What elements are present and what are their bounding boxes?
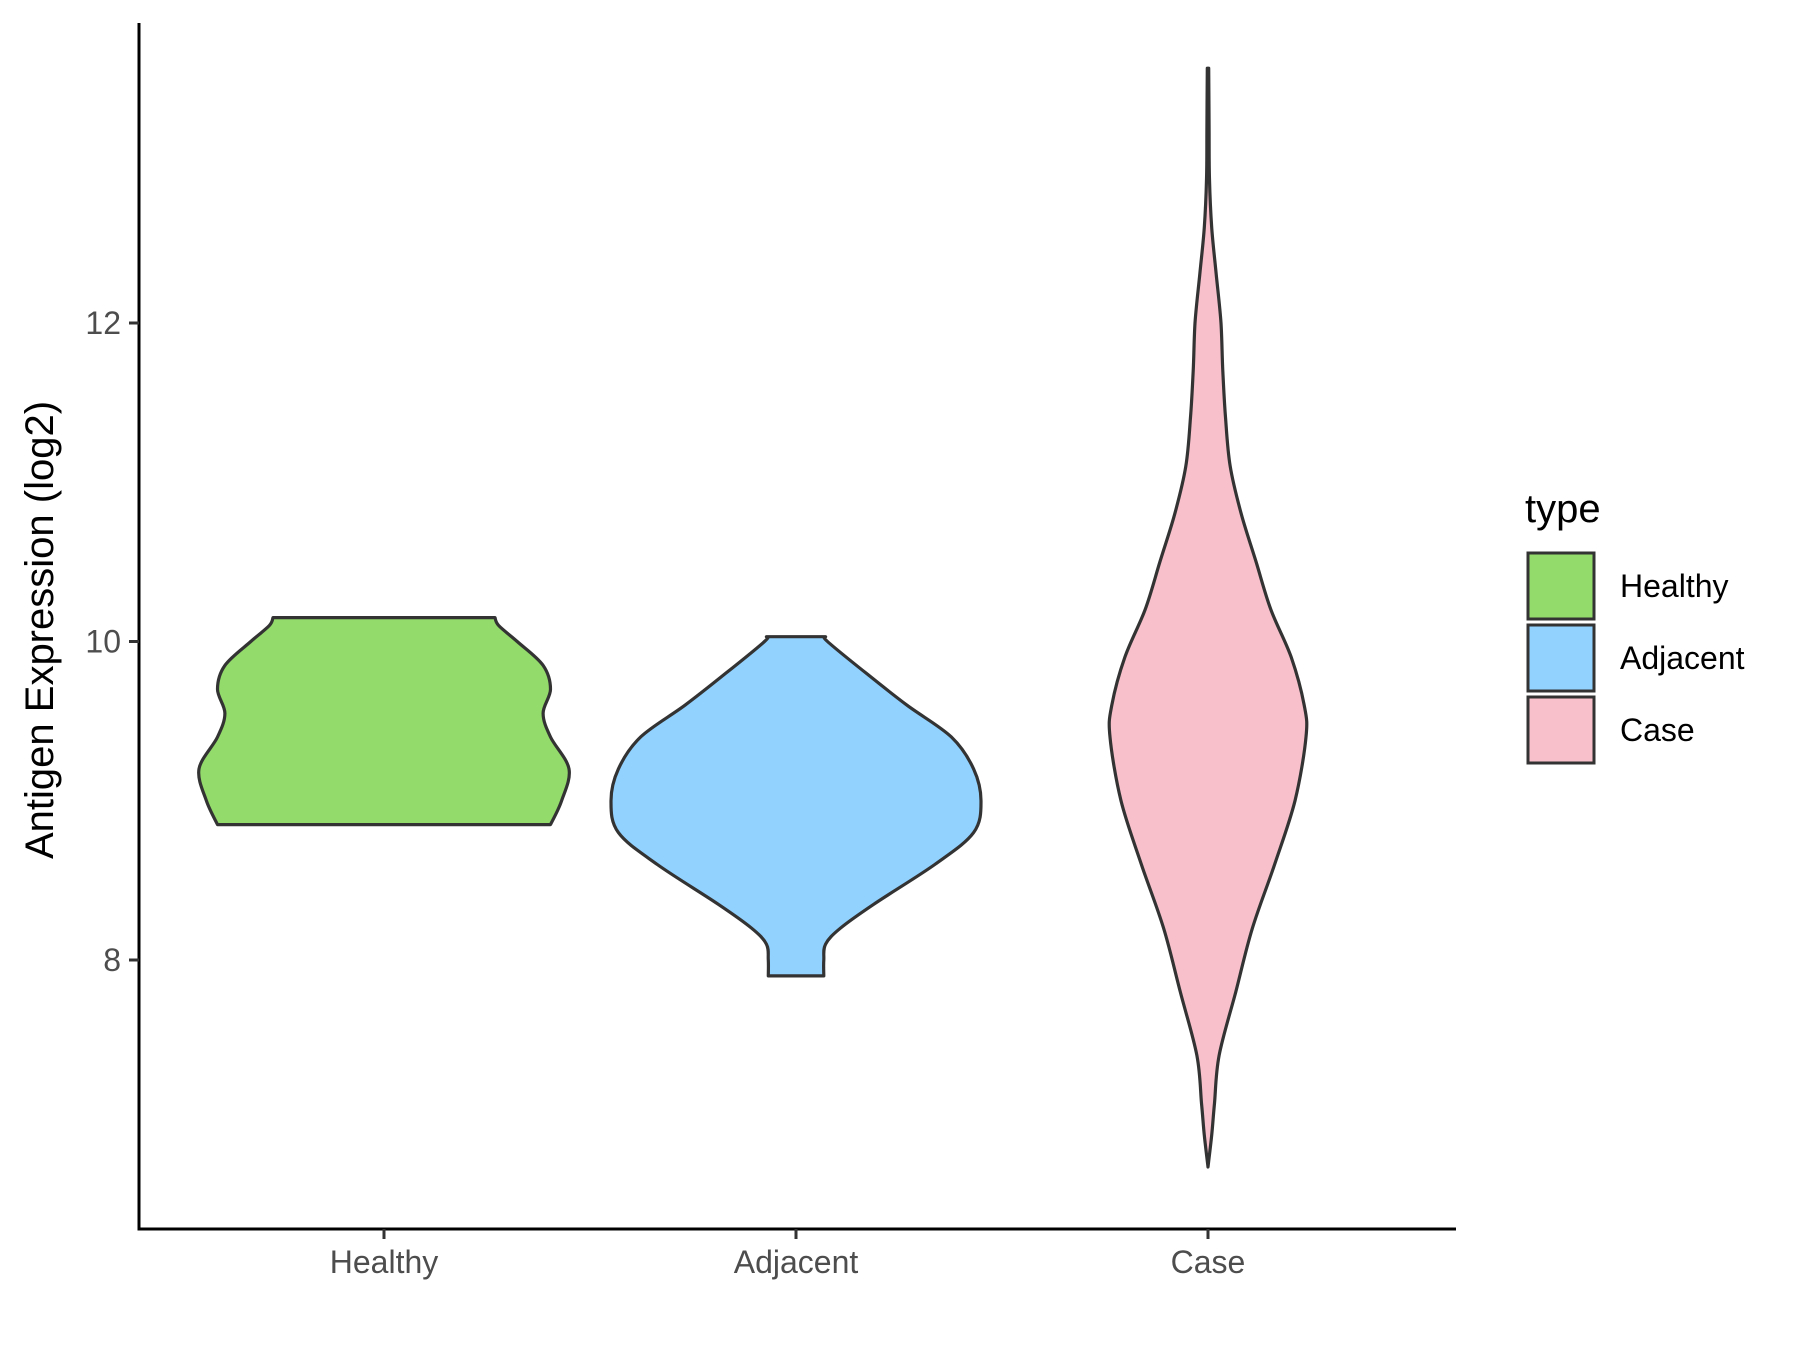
y-tick-label: 10 <box>85 624 121 660</box>
y-tick-label: 8 <box>103 942 121 978</box>
violin-case <box>1107 66 1309 1169</box>
legend-title: type <box>1525 487 1601 531</box>
legend-swatch-healthy <box>1526 551 1596 621</box>
x-tick-label: Healthy <box>330 1244 439 1280</box>
y-ticks: 8 10 12 <box>85 305 139 978</box>
violin-group <box>197 66 1309 1169</box>
legend-swatch-adjacent <box>1526 623 1596 693</box>
legend-label-healthy: Healthy <box>1620 568 1729 604</box>
x-tick-label: Adjacent <box>734 1244 859 1280</box>
legend-items: Healthy Adjacent Case <box>1526 551 1745 765</box>
legend: type Healthy Adjacent Case <box>1525 487 1745 765</box>
y-tick-label: 12 <box>85 305 121 341</box>
legend-swatch-case <box>1526 695 1596 765</box>
x-tick-label: Case <box>1171 1244 1246 1280</box>
y-axis-title: Antigen Expression (log2) <box>18 401 62 859</box>
legend-label-case: Case <box>1620 712 1695 748</box>
x-ticks: Healthy Adjacent Case <box>330 1229 1246 1280</box>
violin-adjacent <box>609 635 983 978</box>
legend-label-adjacent: Adjacent <box>1620 640 1745 676</box>
violin-healthy <box>197 616 571 827</box>
